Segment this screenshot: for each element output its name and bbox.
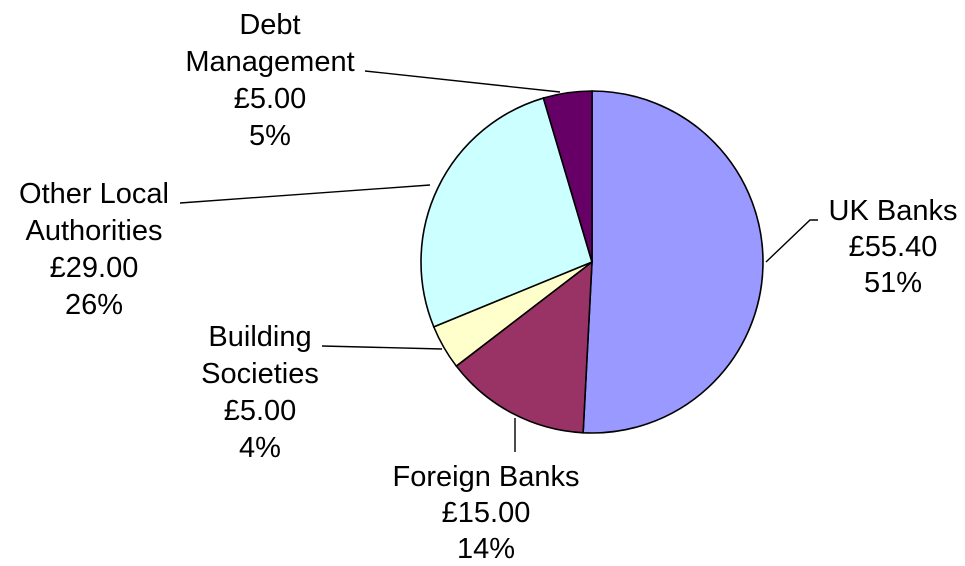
pie-slice-foreign-banks [455, 260, 593, 434]
leader-line-debt-management [364, 70, 561, 93]
pie-slice-debt-management [542, 90, 593, 263]
slice-percent: 4% [239, 432, 281, 464]
slice-label-other-local-authorities: Other Local Authorities £29.00 26% [19, 178, 169, 321]
pie-slice-uk-banks [582, 90, 764, 434]
slice-label-uk-banks: UK Banks £55.40 51% [829, 195, 958, 299]
slice-name: Societies [201, 358, 319, 390]
slice-amount: £5.00 [234, 83, 307, 115]
slice-name: Debt [239, 9, 300, 41]
slice-amount: £55.40 [849, 231, 938, 263]
slice-percent: 14% [457, 533, 515, 565]
slice-label-foreign-banks: Foreign Banks £15.00 14% [393, 461, 580, 565]
slice-percent: 5% [249, 120, 291, 152]
leader-line-building-societies [321, 345, 443, 350]
slice-name: Authorities [25, 215, 162, 247]
leader-line-uk-banks [765, 219, 818, 263]
slice-amount: £5.00 [224, 395, 297, 427]
slice-percent: 26% [65, 289, 123, 321]
leader-lines [179, 70, 818, 452]
slice-name: Building [208, 321, 311, 353]
pie-slice-other-local-authorities [420, 97, 593, 328]
slice-name: Foreign Banks [393, 461, 580, 493]
slice-amount: £15.00 [442, 497, 531, 529]
slice-name: Other Local [19, 178, 169, 210]
slice-amount: £29.00 [50, 252, 139, 284]
slice-label-building-societies: Building Societies £5.00 4% [201, 321, 319, 464]
slice-name: Management [185, 46, 354, 78]
slice-label-debt-management: Debt Management £5.00 5% [185, 9, 354, 152]
leader-line-other-local-authorities [179, 184, 431, 204]
slice-percent: 51% [864, 267, 922, 299]
pie-slices [420, 90, 764, 434]
slice-name: UK Banks [829, 195, 958, 227]
slice-labels: UK Banks £55.40 51% Foreign Banks £15.00 14% B… [19, 9, 957, 565]
